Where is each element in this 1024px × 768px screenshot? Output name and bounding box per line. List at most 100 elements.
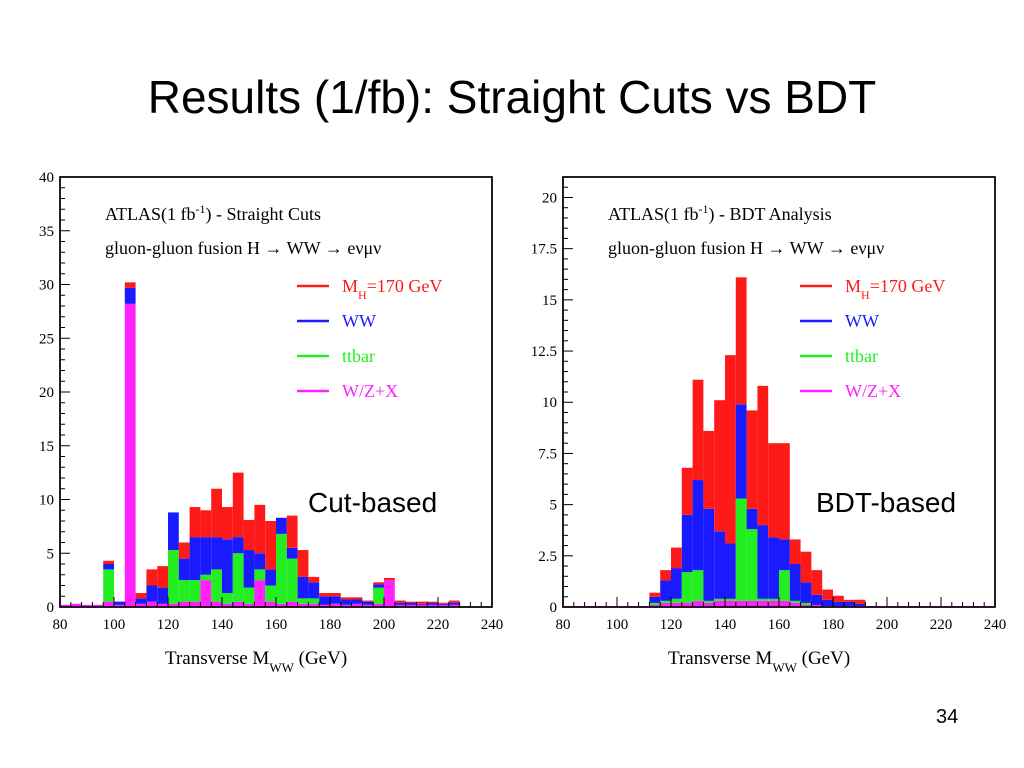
bar-signal (703, 430, 715, 509)
y-tick-label: 0 (550, 600, 558, 616)
bar-wzx (340, 604, 352, 607)
bar-ttbar (297, 598, 309, 604)
bar-signal (681, 467, 693, 515)
bar-signal (405, 601, 417, 603)
bar-signal (735, 277, 747, 405)
x-tick-label: 180 (822, 617, 845, 633)
bar-ttbar (265, 585, 276, 602)
x-tick-label: 240 (984, 617, 1007, 633)
bar-ww (746, 508, 758, 530)
bar-wzx (135, 603, 147, 607)
bar-wzx (232, 601, 244, 607)
bar-ww (714, 531, 725, 599)
bar-ww (448, 602, 460, 605)
x-tick-label: 180 (319, 617, 342, 633)
bar-ttbar (725, 598, 736, 601)
bar-signal (725, 355, 736, 544)
bar-wzx (811, 604, 823, 607)
bar-ttbar (714, 598, 725, 601)
bar-ww (671, 568, 682, 599)
bar-wzx (92, 604, 104, 607)
bar-ttbar (373, 587, 384, 604)
bar-wzx (81, 604, 93, 607)
bar-signal (843, 599, 855, 602)
legend-label-wzx: W/Z+X (342, 381, 398, 401)
bar-signal (768, 443, 779, 538)
bar-ww (649, 596, 661, 603)
x-tick-label: 140 (211, 617, 234, 633)
bar-ww (362, 601, 374, 605)
legend-label-wzx: W/Z+X (845, 381, 901, 401)
bar-ttbar (703, 600, 715, 603)
bar-signal (200, 510, 212, 538)
bar-ww (265, 569, 276, 586)
bar-wzx (297, 603, 309, 607)
bar-wzx (319, 604, 330, 607)
bar-ww (789, 564, 801, 601)
y-tick-label: 30 (39, 278, 54, 294)
y-tick-label: 15 (39, 439, 54, 455)
bar-ww (779, 539, 790, 571)
bar-signal (448, 600, 460, 603)
bar-wzx (789, 602, 801, 607)
x-axis-label: Transverse MWW (GeV) (668, 648, 850, 673)
bar-ttbar (746, 529, 758, 601)
bar-wzx (362, 604, 374, 607)
x-tick-label: 120 (157, 617, 180, 633)
bar-ww (757, 525, 769, 599)
bar-signal (649, 592, 661, 597)
bar-wzx (60, 604, 71, 607)
bar-wzx (222, 603, 233, 607)
x-tick-label: 80 (53, 617, 68, 633)
caption-cut-based: Cut-based (308, 487, 438, 518)
bar-wzx (276, 603, 287, 607)
bar-signal (222, 507, 233, 540)
bar-wzx (768, 600, 779, 607)
bar-ww (373, 584, 384, 588)
bar-signal (811, 570, 823, 595)
legend-label-ww: WW (342, 311, 376, 331)
x-tick-label: 220 (427, 617, 450, 633)
bar-ww (416, 603, 428, 605)
bar-ttbar (189, 580, 201, 602)
bar-ww (340, 599, 352, 605)
bar-wzx (373, 603, 384, 607)
bar-wzx (660, 602, 671, 607)
bar-ww (768, 537, 779, 599)
bar-signal (800, 551, 812, 583)
bar-ttbar (211, 569, 222, 602)
bar-signal (103, 560, 114, 564)
bar-signal (232, 472, 244, 538)
bar-ww (308, 582, 320, 599)
bar-signal (671, 547, 682, 569)
x-tick-label: 220 (930, 617, 953, 633)
bar-signal (146, 569, 158, 586)
bar-ww (103, 564, 114, 570)
bar-ttbar (254, 569, 266, 581)
bar-signal (319, 593, 330, 597)
bar-signal (394, 600, 406, 603)
bar-ttbar (243, 587, 255, 604)
bar-wzx (351, 603, 363, 607)
bar-ttbar (789, 600, 801, 603)
bar-signal (757, 385, 769, 526)
bar-signal (157, 566, 168, 588)
x-tick-label: 100 (606, 617, 629, 633)
bar-wzx (157, 603, 168, 607)
bar-wzx (725, 600, 736, 607)
bar-ww (222, 539, 233, 594)
y-tick-label: 15 (542, 293, 557, 309)
caption-bdt-based: BDT-based (816, 487, 957, 518)
bar-ttbar (681, 572, 693, 603)
bar-ttbar (222, 593, 233, 604)
bar-wzx (703, 602, 715, 607)
bar-wzx (800, 604, 812, 607)
bar-ww (330, 596, 341, 604)
bar-ttbar (178, 580, 190, 602)
y-tick-label: 10 (39, 493, 54, 509)
chart-subtitle: gluon-gluon fusion H → WW → eνμν (608, 238, 884, 258)
bar-wzx (438, 604, 449, 607)
bar-wzx (124, 303, 136, 607)
y-tick-label: 10 (542, 395, 557, 411)
slide-title: Results (1/fb): Straight Cuts vs BDT (147, 71, 877, 123)
